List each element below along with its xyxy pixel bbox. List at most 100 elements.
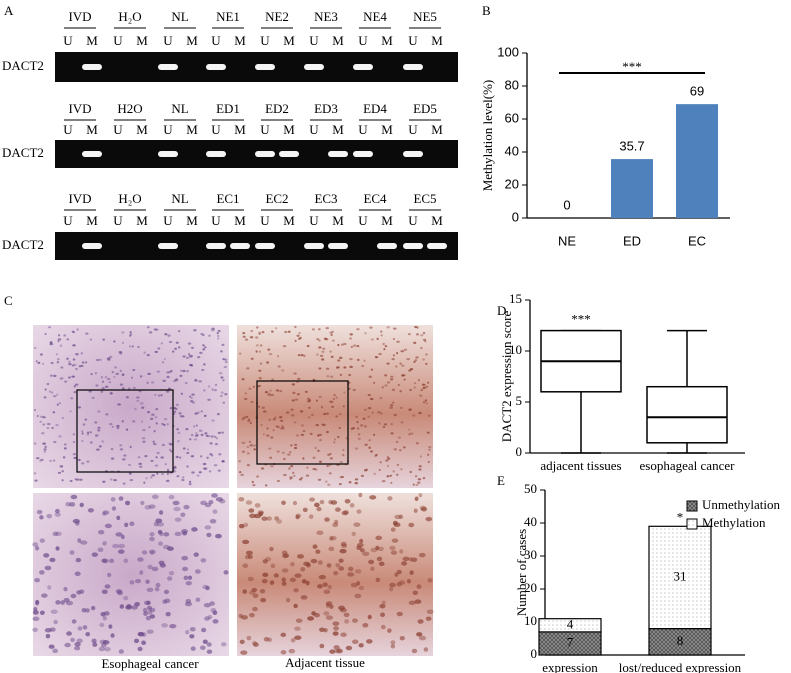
nucleus bbox=[292, 471, 295, 474]
nucleus bbox=[155, 582, 161, 588]
nucleus bbox=[160, 456, 164, 459]
nucleus bbox=[370, 450, 373, 453]
micrograph bbox=[33, 325, 229, 488]
nucleus bbox=[137, 456, 141, 459]
nucleus bbox=[72, 440, 76, 444]
nucleus bbox=[37, 361, 41, 365]
y-tick-label: 0 bbox=[512, 209, 519, 224]
nucleus bbox=[374, 355, 379, 359]
nucleus bbox=[419, 505, 427, 511]
nucleus bbox=[206, 532, 212, 538]
nucleus bbox=[50, 609, 58, 614]
nucleus bbox=[380, 330, 383, 333]
nucleus bbox=[275, 327, 278, 330]
lane-sub: U bbox=[358, 33, 368, 48]
x-tick-label: ED bbox=[623, 233, 641, 248]
nucleus bbox=[97, 429, 101, 432]
nucleus bbox=[137, 557, 144, 562]
nucleus bbox=[203, 389, 206, 392]
nucleus bbox=[283, 473, 287, 477]
nucleus bbox=[413, 508, 418, 513]
nucleus bbox=[407, 332, 411, 336]
nucleus bbox=[149, 536, 155, 542]
nucleus bbox=[270, 563, 276, 569]
nucleus bbox=[406, 578, 411, 584]
nucleus bbox=[61, 416, 64, 420]
nucleus bbox=[63, 586, 68, 592]
nucleus bbox=[337, 359, 341, 362]
nucleus bbox=[271, 393, 275, 397]
nucleus bbox=[53, 374, 57, 378]
nucleus bbox=[53, 395, 57, 398]
nucleus bbox=[360, 474, 365, 477]
row-label: DACT2 bbox=[2, 237, 44, 252]
lane-label: EC3 bbox=[314, 191, 337, 206]
lane-sub: U bbox=[211, 33, 221, 48]
tissue bbox=[33, 325, 229, 488]
nucleus bbox=[324, 480, 328, 483]
nucleus bbox=[106, 357, 110, 360]
nucleus bbox=[32, 627, 38, 633]
nucleus bbox=[79, 502, 84, 508]
nucleus bbox=[389, 582, 396, 588]
nucleus bbox=[55, 423, 59, 427]
nucleus bbox=[119, 383, 124, 386]
lane-sub: M bbox=[86, 213, 98, 228]
nucleus bbox=[317, 584, 323, 589]
nucleus bbox=[74, 645, 81, 651]
nucleus bbox=[214, 435, 217, 439]
nucleus bbox=[156, 472, 159, 475]
nucleus bbox=[144, 505, 152, 510]
nucleus bbox=[420, 388, 424, 392]
nucleus bbox=[180, 369, 183, 372]
nucleus bbox=[408, 433, 411, 436]
nucleus bbox=[274, 416, 277, 419]
nucleus bbox=[34, 479, 38, 482]
nucleus bbox=[287, 330, 291, 333]
value-label: 69 bbox=[690, 84, 704, 99]
nucleus bbox=[71, 619, 77, 624]
nucleus bbox=[261, 406, 265, 409]
nucleus bbox=[299, 336, 302, 340]
nucleus bbox=[68, 376, 71, 379]
nucleus bbox=[256, 475, 260, 478]
row-label: DACT2 bbox=[2, 58, 44, 73]
nucleus bbox=[333, 441, 336, 444]
lane-label: NE1 bbox=[216, 9, 240, 24]
nucleus bbox=[390, 432, 394, 435]
nucleus bbox=[332, 397, 335, 401]
nucleus bbox=[266, 427, 269, 430]
nucleus bbox=[379, 412, 383, 415]
nucleus bbox=[216, 332, 219, 335]
nucleus bbox=[353, 522, 361, 527]
nucleus bbox=[401, 561, 408, 566]
nucleus bbox=[156, 451, 160, 455]
nucleus bbox=[176, 475, 180, 478]
nucleus bbox=[211, 329, 215, 332]
nucleus bbox=[357, 427, 360, 430]
band bbox=[82, 64, 102, 70]
nucleus bbox=[148, 331, 153, 334]
nucleus bbox=[209, 519, 217, 524]
nucleus bbox=[99, 639, 107, 645]
nucleus bbox=[121, 373, 125, 376]
nucleus bbox=[393, 327, 397, 330]
nucleus bbox=[342, 448, 345, 452]
nucleus bbox=[71, 375, 75, 378]
nucleus bbox=[245, 338, 249, 341]
nucleus bbox=[88, 390, 92, 393]
nucleus bbox=[255, 344, 259, 347]
y-tick-label: 100 bbox=[497, 44, 519, 59]
nucleus bbox=[413, 382, 417, 385]
nucleus bbox=[145, 615, 151, 621]
lane-sub: U bbox=[309, 213, 319, 228]
nucleus bbox=[163, 532, 170, 537]
nucleus bbox=[286, 597, 291, 603]
nucleus bbox=[52, 411, 56, 414]
nucleus bbox=[136, 396, 140, 399]
nucleus bbox=[318, 367, 322, 370]
nucleus bbox=[294, 626, 301, 631]
nucleus bbox=[190, 434, 194, 437]
nucleus bbox=[250, 357, 254, 360]
bar bbox=[676, 104, 718, 218]
